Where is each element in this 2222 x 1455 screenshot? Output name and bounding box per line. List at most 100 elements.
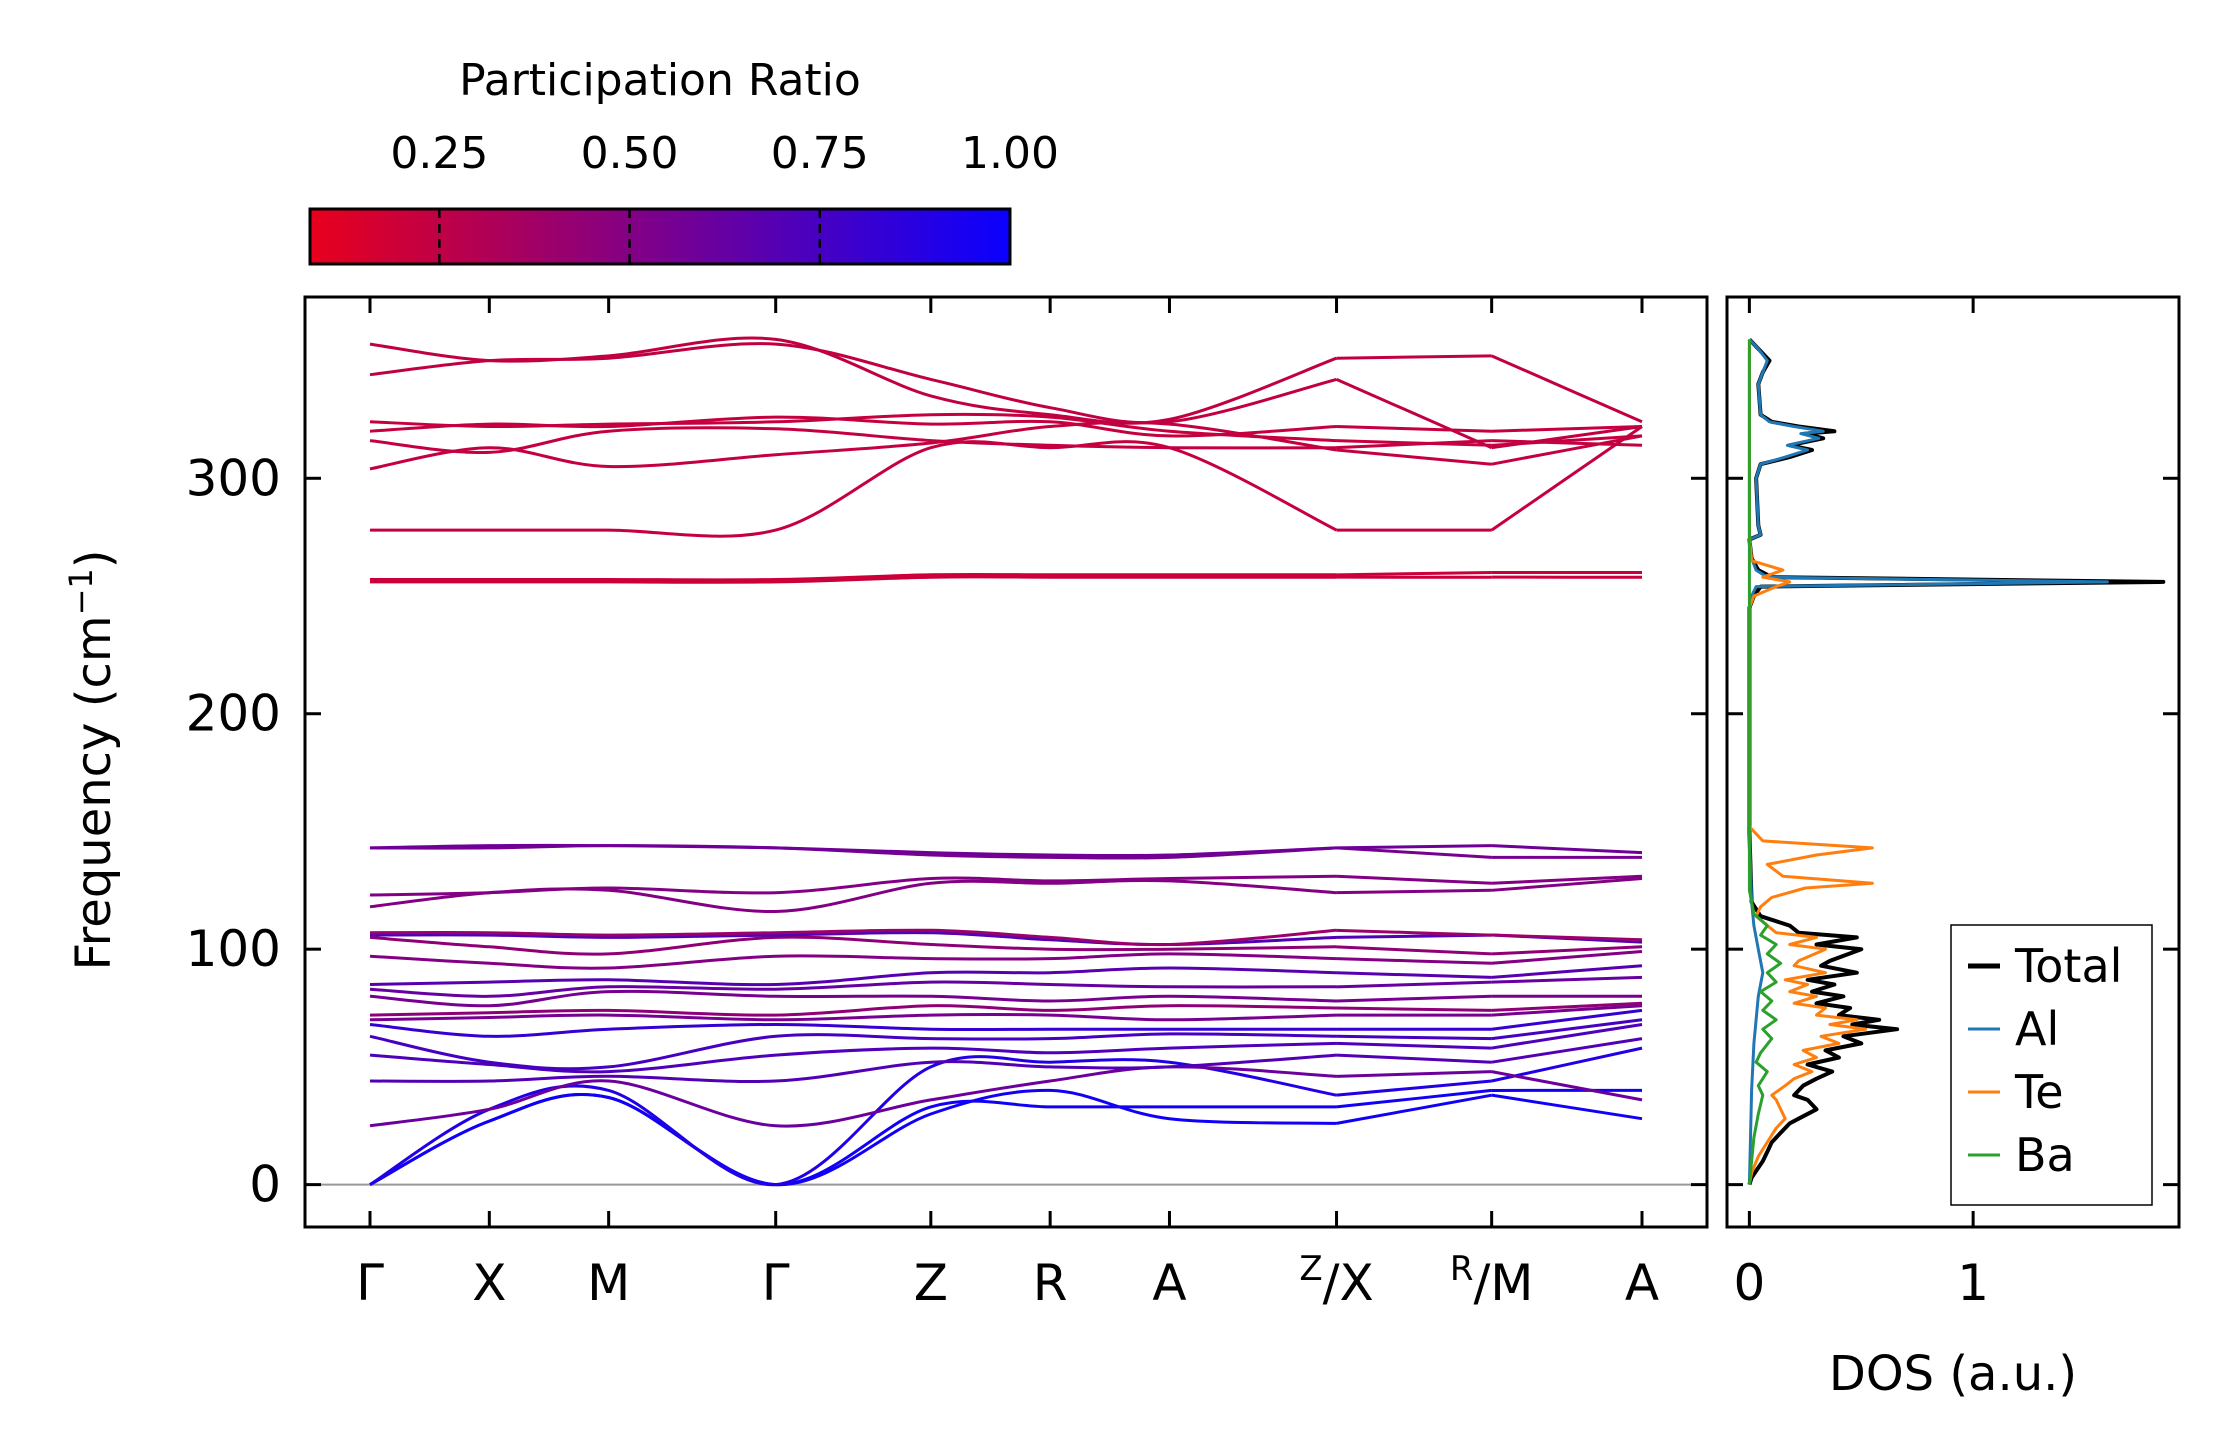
phonon-band — [369, 336, 1338, 425]
phonon-band — [1336, 1006, 1492, 1012]
phonon-band — [1491, 354, 1643, 424]
phonon-band — [369, 342, 1337, 425]
phonon-band — [1336, 844, 1492, 850]
band-panel-frame — [303, 295, 1709, 1229]
legend-label: Ba — [2015, 1128, 2075, 1182]
phonon-band — [369, 966, 1337, 987]
band-structure-panel: 0 100 200 300 Γ X M Γ Z R A Z/X R/M A Frequency (cm−… — [62, 295, 1709, 1312]
phonon-band — [1336, 957, 1492, 965]
y-tick-label: 100 — [186, 920, 281, 978]
phonon-band — [1336, 439, 1492, 447]
kpoint-label: R/M — [1450, 1249, 1534, 1312]
phonon-band — [369, 572, 1337, 582]
phonon-band — [369, 420, 1337, 471]
dos-line-ba — [1747, 339, 1783, 1185]
phonon-band — [369, 844, 1337, 860]
colorbar-tick-label: 1.00 — [961, 128, 1059, 179]
legend-label: Al — [2015, 1002, 2059, 1056]
phonon-band — [1491, 1070, 1643, 1102]
x-axis-label-dos: DOS (a.u.) — [1829, 1346, 2077, 1402]
phonon-band — [369, 575, 1337, 584]
phonon-band — [369, 1053, 1337, 1083]
phonon-band — [1491, 1008, 1643, 1031]
legend-label: Total — [2014, 939, 2122, 993]
phonon-band — [1491, 439, 1643, 447]
kpoint-label: A — [1625, 1254, 1659, 1312]
phonon-band — [1491, 877, 1643, 892]
colorbar-tick-label: 0.25 — [390, 128, 488, 179]
dos-panel-frame — [1725, 295, 2181, 1229]
phonon-band — [1336, 888, 1492, 895]
phonon-band — [1336, 971, 1492, 979]
phonon-band — [369, 1088, 1337, 1187]
phonon-band — [1336, 448, 1492, 466]
phonon-band — [369, 928, 1337, 947]
colorbar: Participation Ratio 0.25 0.50 0.75 1.00 — [308, 55, 1059, 266]
phonon-band — [369, 935, 1337, 956]
colorbar-tick-label: 0.50 — [581, 128, 679, 179]
phonon-band — [1336, 874, 1492, 885]
phonon-band — [369, 1032, 1337, 1071]
dos-legend: Total Al Te Ba — [1950, 924, 2153, 1206]
colorbar-gradient — [308, 207, 1012, 266]
kpoint-label: Z/X — [1299, 1249, 1373, 1312]
band-y-ticks: 0 100 200 300 — [186, 449, 1707, 1214]
phonon-band — [369, 1065, 1337, 1128]
phonon-band — [1491, 425, 1643, 450]
phonon-band — [1336, 928, 1492, 937]
dos-x-tick-label: 0 — [1733, 1254, 1765, 1312]
phonon-band — [1491, 844, 1643, 855]
phonon-band — [1491, 945, 1643, 956]
dos-y-ticks — [1727, 476, 2179, 1187]
y-tick-label: 200 — [186, 685, 281, 743]
phonon-band — [1336, 994, 1492, 1003]
phonon-band — [1336, 1034, 1492, 1041]
phonon-band — [1336, 1088, 1492, 1109]
phonon-band — [1490, 425, 1643, 532]
phonon-band — [1336, 354, 1492, 360]
phonon-band — [369, 1022, 1337, 1038]
kpoint-label: R — [1033, 1254, 1068, 1312]
colorbar-tick-labels: 0.25 0.50 0.75 1.00 — [390, 128, 1059, 179]
legend-frame — [1950, 924, 2153, 1206]
phonon-band — [1336, 980, 1492, 989]
phonon-band — [369, 440, 1338, 538]
phonon-band — [369, 980, 1337, 998]
phonon-band — [1491, 1046, 1643, 1083]
phonon-band — [1491, 1037, 1643, 1064]
legend-label: Te — [2014, 1065, 2064, 1119]
kpoint-label: M — [587, 1254, 630, 1312]
kpoint-label: Γ — [356, 1254, 384, 1312]
phonon-band — [1491, 1001, 1643, 1012]
colorbar-tick-label: 0.75 — [771, 128, 869, 179]
phonon-band — [369, 426, 1337, 455]
dos-series — [1747, 338, 2166, 1186]
phonon-band — [1491, 964, 1643, 979]
y-tick-label: 0 — [249, 1156, 281, 1214]
phonon-band — [369, 1055, 1337, 1187]
phonon-band — [1491, 1093, 1643, 1121]
phonon-band — [369, 989, 1337, 1008]
band-x-ticks: Γ X M Γ Z R A Z/X R/M A — [356, 297, 1659, 1312]
phonon-band — [1336, 424, 1492, 433]
phonon-band — [1336, 1053, 1492, 1064]
phonon-band — [369, 1013, 1337, 1022]
phonon-band — [369, 415, 1337, 438]
phonon-band — [1491, 950, 1643, 965]
phonon-band — [1336, 945, 1492, 956]
phonon-band — [369, 1093, 1337, 1187]
phonon-bands — [369, 336, 1643, 1187]
phonon-band — [369, 843, 1337, 858]
kpoint-label: A — [1152, 1254, 1186, 1312]
phonon-band — [1491, 1018, 1643, 1041]
dos-line-al — [1747, 338, 2109, 1185]
dos-line-te — [1747, 339, 1874, 1185]
phonon-band — [1491, 874, 1643, 885]
kpoint-label: Z — [914, 1254, 948, 1312]
phonon-band — [369, 1004, 1337, 1017]
phonon-band — [1336, 571, 1492, 577]
phonon-band — [1336, 1041, 1492, 1050]
